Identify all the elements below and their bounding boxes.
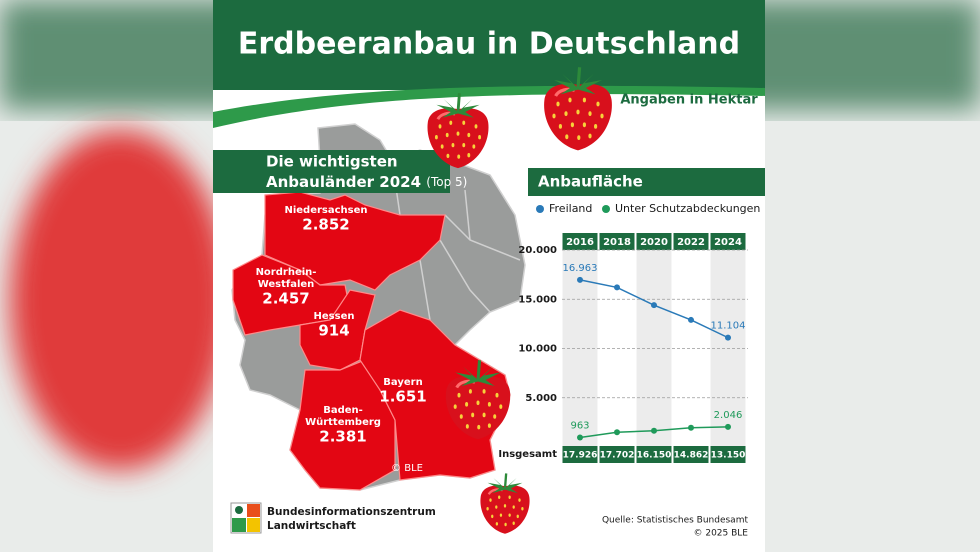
line-chart: 2016 2018 2020 2022 2024 5.000 10.000 15.000 20.… (498, 202, 760, 463)
region-name: Baden- (323, 405, 363, 416)
data-label: 963 (570, 421, 589, 432)
data-label: 11.104 (711, 321, 746, 332)
source: Quelle: Statistisches Bundesamt (602, 516, 748, 526)
total-cell (636, 446, 672, 463)
total-value: 13.150 (711, 451, 746, 461)
region-name: Hessen (314, 311, 355, 322)
region-name: Nordrhein- (256, 267, 317, 278)
logo-part (247, 504, 260, 517)
logo-part (232, 518, 246, 532)
column-header (562, 233, 598, 250)
column-header (710, 233, 746, 250)
header-stripe (213, 85, 765, 128)
totals-label: Insgesamt (498, 449, 557, 460)
column-header (673, 233, 709, 250)
total-cell (710, 446, 746, 463)
y-tick-label: 10.000 (518, 344, 557, 355)
title: Erdbeeranbau in Deutschland (238, 27, 740, 62)
data-point (688, 424, 694, 431)
legend-label: Unter Schutzabdeckungen (615, 202, 760, 215)
data-point (688, 316, 694, 323)
total-value: 17.926 (563, 451, 598, 461)
y-tick-label: 15.000 (518, 294, 557, 305)
region-value: 2.852 (302, 216, 349, 234)
region-name: Niedersachsen (284, 205, 367, 216)
region-value: 914 (318, 322, 349, 340)
copyright: © 2025 BLE (693, 529, 748, 539)
column-header (599, 233, 635, 250)
y-tick-label: 20.000 (518, 245, 557, 256)
y-tick-label: 5.000 (525, 393, 557, 404)
map-title-banner (213, 150, 450, 193)
data-point (614, 429, 620, 436)
x-tick-label: 2016 (566, 237, 594, 248)
header-band (213, 0, 765, 90)
total-value: 14.862 (674, 451, 709, 461)
map-title-suffix: (Top 5) (426, 175, 467, 189)
map-title: Die wichtigsten (266, 153, 398, 171)
total-cell (562, 446, 598, 463)
legend-label: Freiland (549, 202, 592, 215)
x-tick-label: 2024 (714, 237, 742, 248)
data-point (577, 434, 583, 441)
total-cell (599, 446, 635, 463)
region-value: 1.651 (379, 388, 426, 406)
total-cell (673, 446, 709, 463)
x-tick-label: 2022 (677, 237, 705, 248)
x-tick-label: 2020 (640, 237, 668, 248)
data-point (577, 276, 583, 283)
data-point (725, 423, 731, 430)
region-value: 2.457 (262, 290, 309, 308)
data-point (614, 284, 620, 291)
region-value: 2.381 (319, 428, 366, 446)
chart-title: Anbaufläche (538, 173, 643, 191)
region-name: Württemberg (305, 417, 381, 428)
data-point (725, 334, 731, 341)
map-region (359, 309, 511, 481)
total-value: 16.150 (637, 451, 672, 461)
total-value: 17.702 (600, 451, 635, 461)
logo-part (235, 506, 243, 514)
legend-marker (536, 205, 544, 213)
data-point (651, 302, 657, 309)
region-name: Bayern (383, 377, 422, 388)
background-blur (10, 130, 230, 470)
column-header (636, 233, 672, 250)
map-title-line: Anbauländer 2024 (266, 173, 421, 191)
x-tick-label: 2018 (603, 237, 631, 248)
logo-part (247, 518, 260, 532)
data-label: 16.963 (563, 263, 598, 274)
chart-title-banner (528, 168, 765, 196)
data-point (651, 427, 657, 434)
map-title: Anbauländer 2024 (Top 5) (266, 173, 467, 191)
legend-marker (602, 205, 610, 213)
org-name: Landwirtschaft (267, 520, 356, 532)
map-copyright: © BLE (391, 463, 423, 474)
region-name: Westfalen (258, 279, 315, 290)
unit-note: Angaben in Hektar (620, 93, 758, 108)
data-label: 2.046 (714, 410, 743, 421)
org-name: Bundesinformationszentrum (267, 506, 436, 518)
